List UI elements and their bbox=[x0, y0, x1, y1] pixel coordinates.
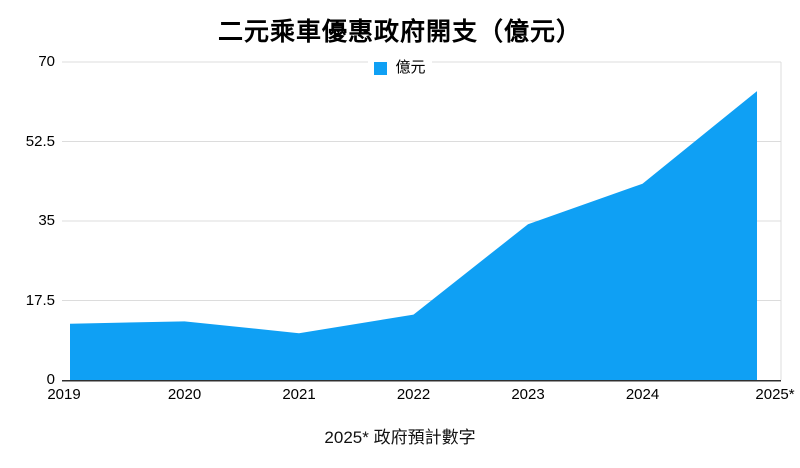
x-tick-label: 2022 bbox=[396, 386, 431, 403]
y-tick-label: 17.5 bbox=[25, 291, 55, 309]
y-tick-label: 0 bbox=[46, 371, 55, 388]
x-tick-label: 2020 bbox=[167, 386, 202, 403]
y-tick-label: 70 bbox=[38, 53, 55, 70]
area-series bbox=[70, 91, 757, 380]
x-tick-label: 2025* bbox=[755, 386, 795, 403]
x-tick-label: 2021 bbox=[282, 386, 316, 403]
x-tick-label: 2019 bbox=[47, 386, 81, 403]
x-tick-label: 2024 bbox=[625, 386, 660, 403]
footnote: 2025* 政府預計數字 bbox=[324, 428, 476, 447]
chart-title: 二元乘車優惠政府開支（億元） bbox=[217, 18, 582, 46]
x-tick-label: 2023 bbox=[511, 386, 545, 403]
y-tick-label: 52.5 bbox=[25, 132, 55, 150]
y-tick-label: 35 bbox=[38, 212, 55, 229]
